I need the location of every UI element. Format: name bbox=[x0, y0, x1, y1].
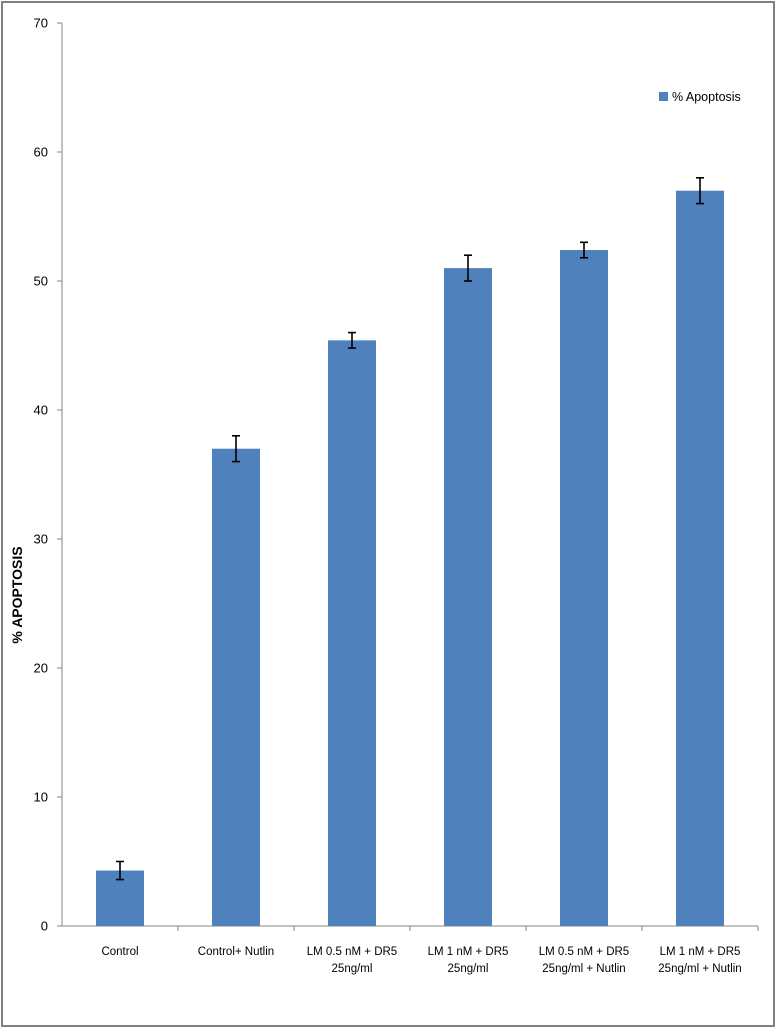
legend-swatch bbox=[659, 92, 668, 101]
category-label: Control bbox=[101, 946, 138, 958]
axes bbox=[61, 23, 758, 927]
bar bbox=[676, 190, 724, 926]
category-label-line: 25ng/ml bbox=[448, 963, 489, 975]
category-label-line: 25ng/ml + Nutlin bbox=[658, 963, 741, 975]
bar bbox=[444, 268, 492, 927]
error-bar bbox=[116, 860, 124, 881]
y-tick-label: 40 bbox=[34, 403, 48, 418]
category-label: LM 1 nM + DR5 25ng/ml + Nutlin bbox=[658, 946, 741, 975]
category-label-line: LM 0.5 nM + DR5 bbox=[539, 946, 629, 958]
bar bbox=[560, 250, 608, 927]
legend: % Apoptosis bbox=[659, 90, 741, 104]
category-label: LM 0.5 nM + DR5 25ng/ml bbox=[307, 946, 397, 975]
bar bbox=[328, 340, 376, 927]
error-bars bbox=[116, 177, 704, 881]
legend-label: % Apoptosis bbox=[672, 90, 741, 104]
y-tick-label: 20 bbox=[34, 661, 48, 676]
y-tick-label: 30 bbox=[34, 532, 48, 547]
category-label-line: 25ng/ml + Nutlin bbox=[542, 963, 625, 975]
error-bar bbox=[464, 254, 472, 282]
category-label: Control+ Nutlin bbox=[198, 946, 274, 958]
category-label: LM 1 nM + DR5 25ng/ml bbox=[428, 946, 509, 975]
error-bar bbox=[580, 241, 588, 259]
error-bar bbox=[348, 331, 356, 349]
bar bbox=[212, 448, 260, 926]
category-label-line: Control+ Nutlin bbox=[198, 946, 274, 958]
category-labels: Control Control+ Nutlin LM 0.5 nM + DR5 25n… bbox=[101, 946, 741, 975]
category-label-line: LM 1 nM + DR5 bbox=[660, 946, 741, 958]
error-bar bbox=[696, 177, 704, 205]
y-ticks: 0 10 20 30 40 50 60 70 bbox=[34, 16, 759, 934]
category-label-line: Control bbox=[101, 946, 138, 958]
bars bbox=[96, 190, 724, 927]
category-label-line: LM 0.5 nM + DR5 bbox=[307, 946, 397, 958]
y-tick-label: 50 bbox=[34, 274, 48, 289]
category-label-line: LM 1 nM + DR5 bbox=[428, 946, 509, 958]
category-label-line: 25ng/ml bbox=[332, 963, 373, 975]
error-bar bbox=[232, 434, 240, 463]
y-tick-label: 0 bbox=[41, 919, 48, 934]
y-tick-label: 70 bbox=[34, 16, 48, 31]
y-tick-label: 10 bbox=[34, 790, 48, 805]
y-tick-label: 60 bbox=[34, 145, 48, 160]
y-axis-label: % APOPTOSIS bbox=[9, 546, 25, 643]
category-label: LM 0.5 nM + DR5 25ng/ml + Nutlin bbox=[539, 946, 629, 975]
